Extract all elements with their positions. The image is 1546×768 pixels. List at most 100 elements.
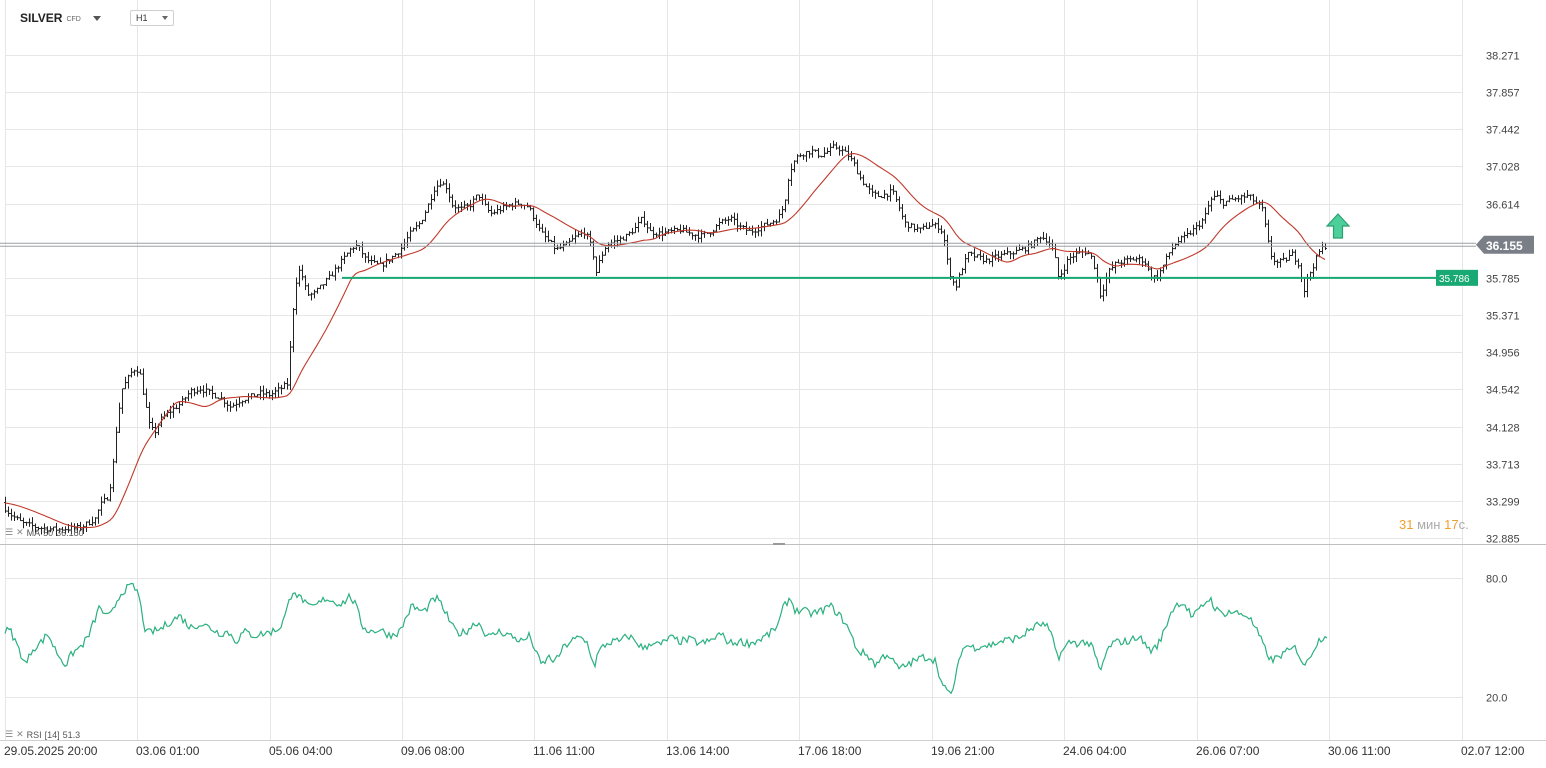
candle (1069, 253, 1072, 265)
candle (886, 193, 889, 201)
candle (238, 397, 241, 408)
candle (820, 155, 823, 158)
candle (232, 402, 235, 408)
candle (511, 202, 514, 211)
candle (1294, 249, 1297, 265)
rsi-line (4, 582, 1328, 695)
close-icon[interactable]: ✕ (16, 729, 24, 739)
candle (1003, 249, 1006, 256)
candle (613, 235, 616, 249)
timer-minutes: 31 (1399, 517, 1414, 532)
candle (436, 180, 439, 197)
candle (412, 227, 415, 232)
x-tick-label: 29.05.2025 20:00 (4, 744, 98, 758)
candle (988, 258, 991, 265)
candle (124, 376, 127, 390)
candle (961, 267, 964, 276)
candle (280, 384, 283, 395)
candle (838, 145, 841, 156)
arrow-shape (1325, 213, 1351, 239)
candle (724, 217, 727, 225)
candle (1027, 240, 1030, 255)
candle (490, 205, 493, 217)
candle (118, 402, 121, 433)
candle (898, 196, 901, 212)
timer-minutes-label: мин (1417, 517, 1441, 532)
candle (634, 222, 637, 234)
y-tick-label: 35.785 (1486, 274, 1520, 286)
candle (877, 190, 880, 198)
candle (34, 523, 37, 533)
candle (442, 181, 445, 186)
candle (22, 517, 25, 529)
candle (850, 151, 853, 162)
symbol-selector[interactable]: SILVER CFD (20, 11, 101, 25)
candle (973, 248, 976, 262)
candle (1096, 263, 1099, 283)
ma-legend[interactable]: ☰ ✕ MA 50 36.180 (5, 527, 84, 538)
candle (574, 229, 577, 245)
support-price-tag: 35.786 (1436, 269, 1478, 286)
menu-icon[interactable]: ☰ (5, 527, 14, 537)
candle (535, 214, 538, 229)
candle (214, 392, 217, 399)
close-icon[interactable]: ✕ (16, 527, 24, 537)
candle (454, 200, 457, 214)
candle (832, 140, 835, 149)
candle (1168, 252, 1171, 260)
rsi-label: RSI (26, 729, 42, 740)
y-tick-label: 34.956 (1486, 348, 1520, 360)
candle (871, 184, 874, 197)
candle (802, 154, 805, 160)
candle (37, 526, 40, 531)
candle (1012, 251, 1015, 260)
candle (805, 151, 808, 162)
candle (856, 159, 859, 175)
candle (682, 224, 685, 233)
x-tick-label: 24.06 04:00 (1063, 744, 1127, 758)
candle (343, 251, 346, 264)
candle (499, 205, 502, 215)
candle (532, 207, 535, 222)
candle (1225, 200, 1228, 207)
candle (694, 234, 697, 241)
candle (31, 517, 34, 532)
candle (478, 194, 481, 202)
candle (1081, 249, 1084, 258)
candle (1201, 217, 1204, 229)
ma-value: 36.180 (56, 527, 84, 538)
candle (928, 222, 931, 229)
candle (922, 223, 925, 231)
candle (142, 368, 145, 395)
candle (55, 522, 58, 537)
menu-icon[interactable]: ☰ (5, 729, 14, 739)
candle (598, 255, 601, 274)
y-tick-label: 33.299 (1486, 497, 1520, 509)
rsi-legend[interactable]: ☰ ✕ RSI [14] 51.3 (5, 729, 80, 740)
candle (679, 224, 682, 234)
timeframe-value: H1 (136, 13, 148, 23)
candle (277, 382, 280, 398)
candle (1204, 207, 1207, 224)
timeframe-select[interactable]: H1 (130, 10, 174, 26)
pane-resize-handle[interactable] (773, 543, 785, 545)
candle (445, 179, 448, 194)
candle (1057, 257, 1060, 280)
candle (85, 521, 88, 532)
candle (1315, 254, 1318, 271)
x-tick-label: 19.06 21:00 (931, 744, 995, 758)
candle (10, 508, 13, 521)
candle (1114, 261, 1117, 274)
candle (268, 390, 271, 399)
candle (337, 265, 340, 273)
candle (628, 231, 631, 237)
candle (370, 255, 373, 266)
candle (751, 225, 754, 236)
price-tag-label: 36.155 (1486, 239, 1523, 253)
candle (1033, 239, 1036, 249)
candle (835, 142, 838, 150)
candle (592, 240, 595, 260)
y-tick-label: 33.713 (1486, 460, 1520, 472)
candle (1108, 267, 1111, 284)
